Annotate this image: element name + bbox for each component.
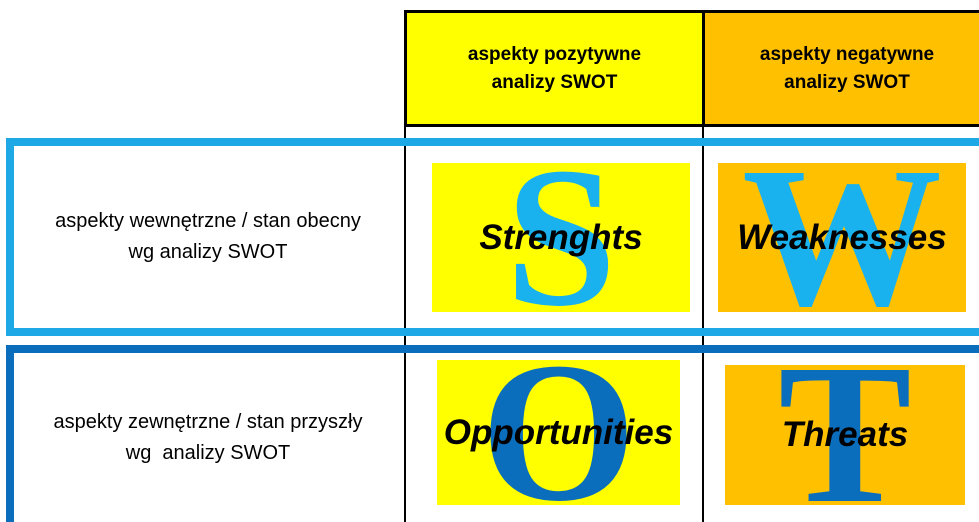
column-divider [404, 10, 406, 522]
swot-cell: O Opportunities [437, 360, 680, 505]
swot-word: Strenghts [479, 217, 643, 257]
swot-letter: S [505, 163, 617, 312]
row-label-text: aspekty zewnętrzne / stan przyszły wg an… [53, 410, 369, 464]
row-label-text: aspekty wewnętrzne / stan obecny wg anal… [55, 210, 367, 263]
swot-letter: T [778, 365, 912, 505]
swot-word: Weaknesses [737, 217, 947, 257]
column-header: aspekty pozytywne analizy SWOT [404, 10, 705, 127]
swot-cell: S Strenghts [432, 163, 690, 312]
column-header-text: aspekty negatywne analizy SWOT [759, 43, 935, 93]
column-divider [702, 10, 704, 522]
row-frame [6, 345, 979, 522]
row-label: aspekty wewnętrzne / stan obecny wg anal… [14, 146, 402, 328]
swot-letter: W [742, 163, 942, 312]
swot-letter: O [480, 360, 637, 505]
swot-word: Opportunities [443, 412, 674, 452]
column-header: aspekty negatywne analizy SWOT [702, 10, 979, 127]
column-header-text: aspekty pozytywne analizy SWOT [467, 43, 642, 93]
swot-word: Threats [781, 415, 909, 454]
row-label: aspekty zewnętrzne / stan przyszły wg an… [14, 353, 402, 522]
swot-cell: W Weaknesses [718, 163, 966, 312]
row-frame [6, 138, 979, 336]
swot-cell: T Threats [725, 365, 965, 505]
